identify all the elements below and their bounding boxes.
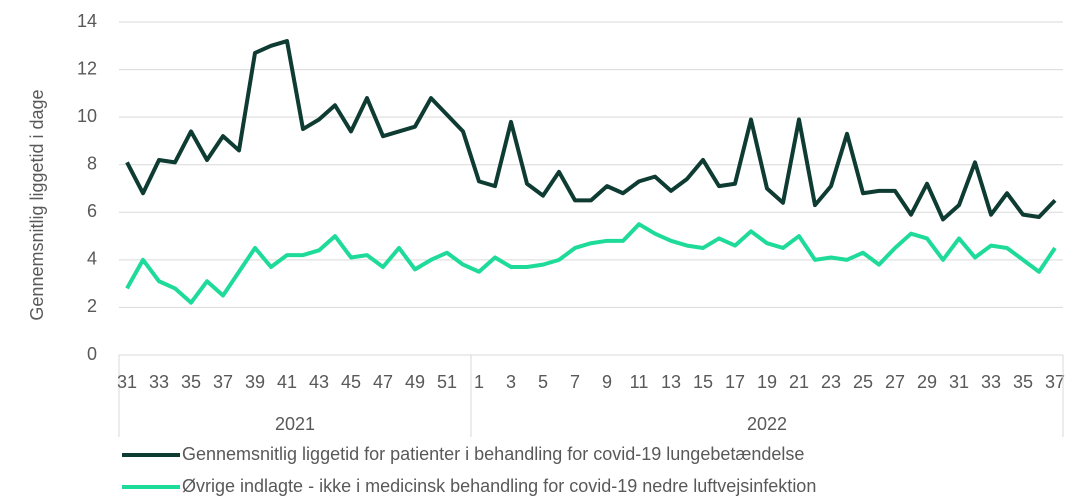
y-tick-label: 2: [87, 296, 97, 316]
x-tick-label: 5: [538, 372, 548, 392]
x-tick-label: 35: [181, 372, 201, 392]
x-tick-label: 17: [725, 372, 745, 392]
x-tick-label: 51: [437, 372, 457, 392]
group-label: 2022: [747, 414, 787, 434]
x-tick-label: 33: [149, 372, 169, 392]
y-tick-label: 4: [87, 249, 97, 269]
x-tick-label: 11: [630, 372, 649, 392]
x-tick-label: 23: [821, 372, 841, 392]
x-tick-label: 31: [949, 372, 969, 392]
x-tick-label: 7: [570, 372, 580, 392]
x-tick-label: 49: [405, 372, 425, 392]
x-tick-label: 9: [602, 372, 612, 392]
x-tick-label: 37: [213, 372, 233, 392]
y-tick-label: 0: [87, 344, 97, 364]
x-tick-label: 29: [917, 372, 937, 392]
x-tick-label: 47: [373, 372, 393, 392]
x-tick-label: 21: [789, 372, 809, 392]
x-tick-label: 31: [117, 372, 137, 392]
x-tick-label: 35: [1013, 372, 1033, 392]
series-line: [125, 222, 1057, 305]
group-label: 2021: [275, 414, 315, 434]
x-tick-label: 19: [757, 372, 777, 392]
series-line: [125, 39, 1057, 222]
x-tick-label: 43: [309, 372, 329, 392]
y-tick-label: 10: [77, 106, 97, 126]
x-tick-label: 41: [277, 372, 297, 392]
x-tick-label: 39: [245, 372, 265, 392]
x-tick-label: 13: [661, 372, 681, 392]
x-tick-label: 27: [885, 372, 905, 392]
x-tick-label: 3: [506, 372, 516, 392]
x-tick-label: 25: [853, 372, 873, 392]
y-axis-label: Gennemsnitlig liggetid i dage: [27, 89, 47, 320]
y-tick-label: 6: [87, 201, 97, 221]
x-tick-label: 1: [474, 372, 484, 392]
x-tick-label: 45: [341, 372, 361, 392]
y-tick-label: 14: [77, 11, 97, 31]
legend-label: Øvrige indlagte - ikke i medicinsk behan…: [182, 476, 816, 496]
x-tick-label: 33: [981, 372, 1001, 392]
x-tick-label: 37: [1045, 372, 1065, 392]
x-tick-label: 15: [693, 372, 713, 392]
legend-label: Gennemsnitlig liggetid for patienter i b…: [182, 444, 804, 464]
y-tick-label: 8: [87, 153, 97, 173]
y-tick-label: 12: [77, 58, 97, 78]
